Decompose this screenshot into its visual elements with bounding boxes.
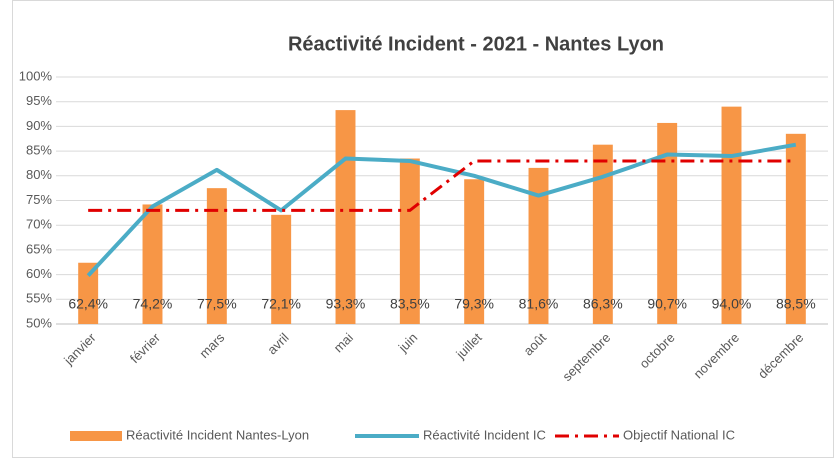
y-tick-label: 90%	[26, 118, 52, 133]
data-label: 77,5%	[197, 296, 237, 312]
bar	[657, 122, 678, 324]
bar	[785, 133, 806, 324]
legend-label: Réactivité Incident IC	[423, 427, 546, 442]
bar	[78, 262, 99, 324]
data-label: 88,5%	[776, 296, 816, 312]
bar	[721, 106, 742, 324]
data-label: 93,3%	[326, 296, 366, 312]
bar	[206, 188, 227, 324]
data-label: 94,0%	[712, 296, 752, 312]
bar	[399, 158, 420, 324]
bar	[464, 179, 485, 324]
data-label: 83,5%	[390, 296, 430, 312]
y-tick-label: 85%	[26, 143, 52, 158]
data-label: 81,6%	[519, 296, 559, 312]
y-tick-label: 55%	[26, 291, 52, 306]
y-tick-label: 80%	[26, 167, 52, 182]
chart-title: Réactivité Incident - 2021 - Nantes Lyon	[288, 33, 664, 55]
legend-swatch	[70, 431, 122, 441]
data-label: 90,7%	[647, 296, 687, 312]
chart-frame	[12, 0, 834, 458]
bar	[528, 167, 549, 324]
y-tick-label: 60%	[26, 266, 52, 281]
bar	[142, 204, 163, 324]
data-label: 86,3%	[583, 296, 623, 312]
data-label: 72,1%	[261, 296, 301, 312]
y-tick-label: 70%	[26, 217, 52, 232]
y-tick-label: 95%	[26, 93, 52, 108]
bar	[592, 144, 613, 324]
y-tick-label: 100%	[19, 68, 53, 83]
legend-label: Réactivité Incident Nantes-Lyon	[126, 427, 309, 442]
data-label: 79,3%	[454, 296, 494, 312]
line-series	[86, 142, 797, 277]
data-label: 74,2%	[133, 296, 173, 312]
bar	[271, 214, 292, 324]
legend-label: Objectif National IC	[623, 427, 735, 442]
line-series	[88, 159, 796, 212]
data-label: 62,4%	[68, 296, 108, 312]
bar	[335, 110, 356, 325]
y-tick-label: 50%	[26, 315, 52, 330]
y-tick-label: 75%	[26, 192, 52, 207]
y-tick-label: 65%	[26, 241, 52, 256]
